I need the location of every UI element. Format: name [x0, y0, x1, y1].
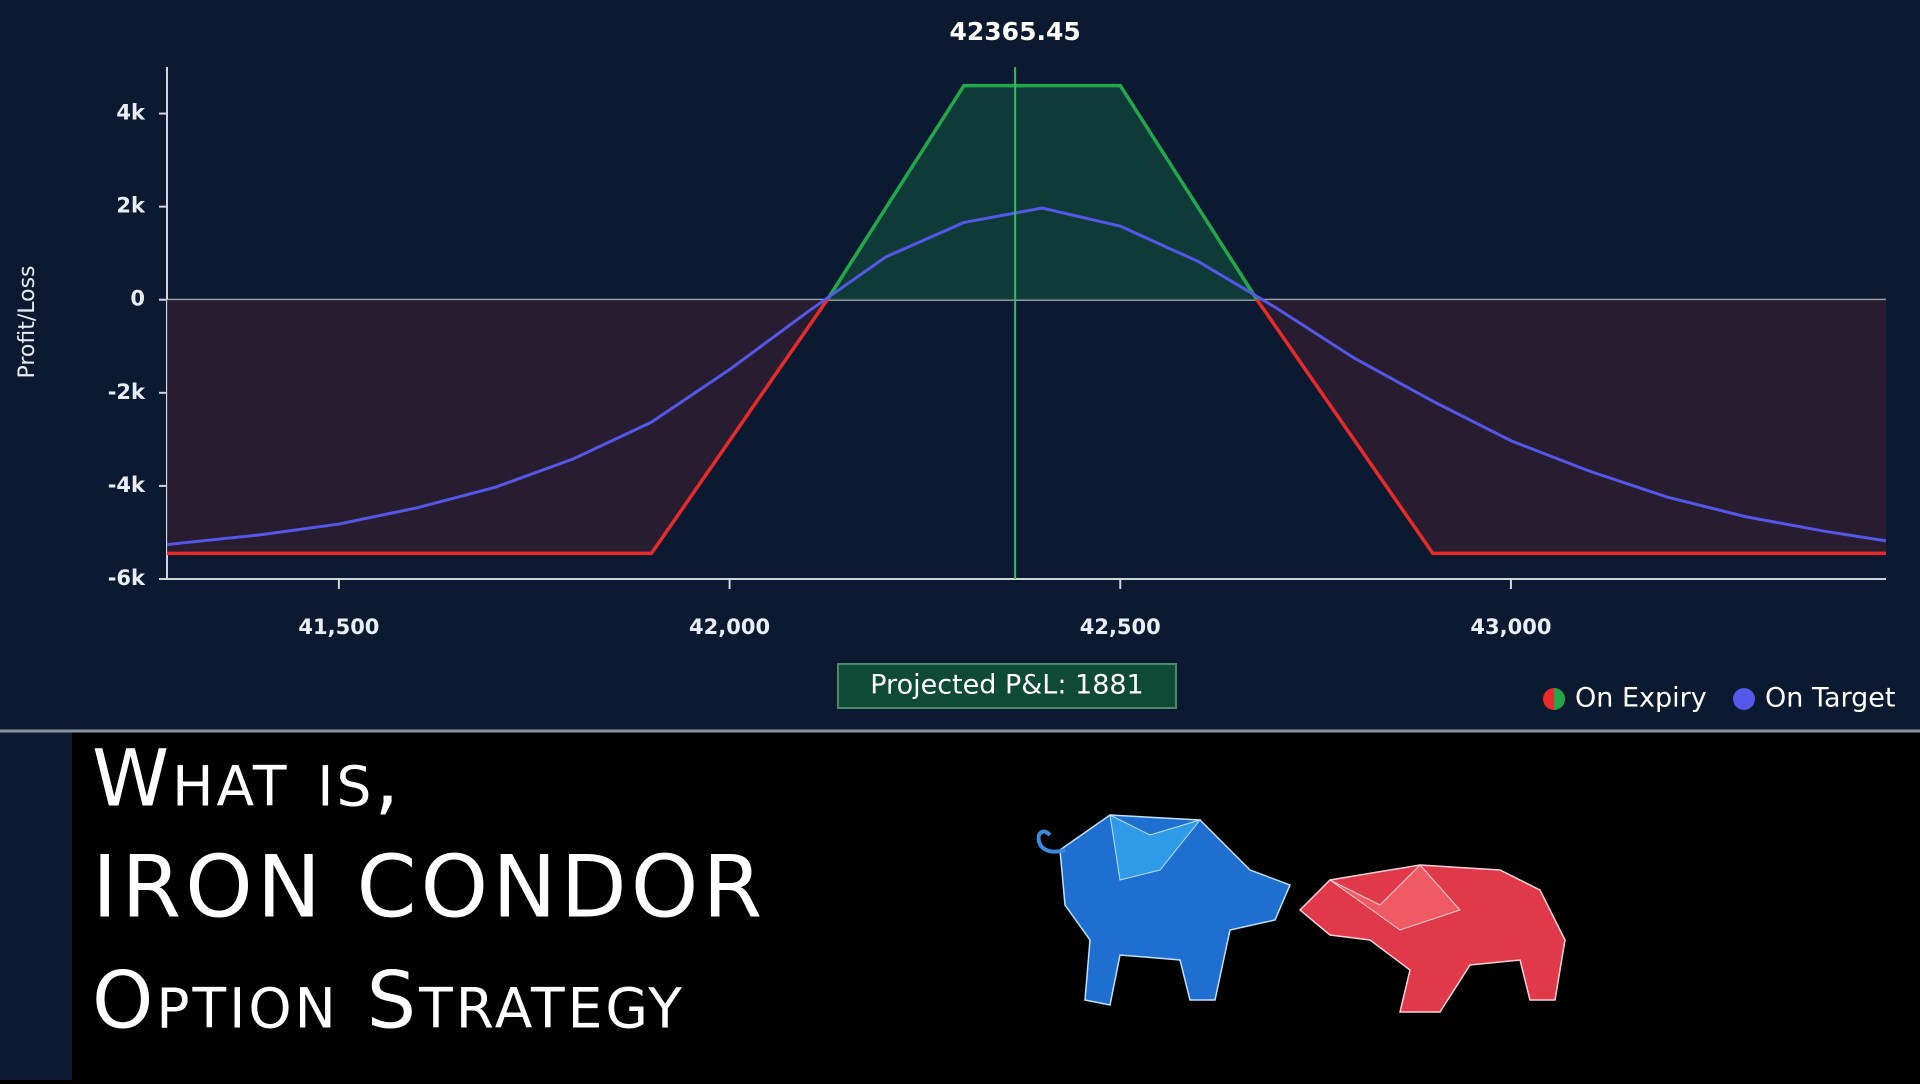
- series-line: [167, 83, 1886, 556]
- y-tick-label: -2k: [108, 380, 146, 404]
- banner-line: IRON CONDOR: [92, 837, 766, 937]
- y-axis-label: Profit/Loss: [15, 265, 40, 378]
- target-price-label: 42365.45: [949, 17, 1080, 46]
- y-tick-label: -4k: [108, 473, 146, 497]
- x-tick-label: 41,500: [298, 615, 379, 639]
- x-tick-label: 42,500: [1080, 615, 1161, 639]
- y-tick-label: 4k: [116, 101, 146, 125]
- banner-line: Option Strategy: [92, 956, 685, 1046]
- x-tick-label: 43,000: [1470, 615, 1551, 639]
- x-tick-label: 42,000: [689, 615, 770, 639]
- y-tick-label: 2k: [116, 194, 146, 218]
- bull-illustration: [1036, 814, 1291, 1006]
- annotation-box: [837, 663, 1177, 709]
- y-tick-label: 0: [130, 287, 145, 311]
- annotation: Projected P&L: 1881: [870, 670, 1143, 701]
- legend-label: On Target: [1765, 683, 1895, 714]
- pnl-area: [167, 85, 1886, 554]
- banner-line: What is,: [92, 734, 402, 824]
- y-tick-label: -6k: [108, 566, 146, 590]
- bear-illustration: [1298, 864, 1566, 1013]
- legend-swatch: [1554, 688, 1565, 710]
- plot: -6k -4k -2k 0 2k 4k 41,500 42,000 42,500 43,000: [108, 67, 1887, 639]
- legend-swatch: [1733, 688, 1755, 710]
- legend-label: On Expiry: [1575, 683, 1707, 714]
- series-line: [166, 206, 1887, 547]
- side-strip: [0, 730, 72, 1080]
